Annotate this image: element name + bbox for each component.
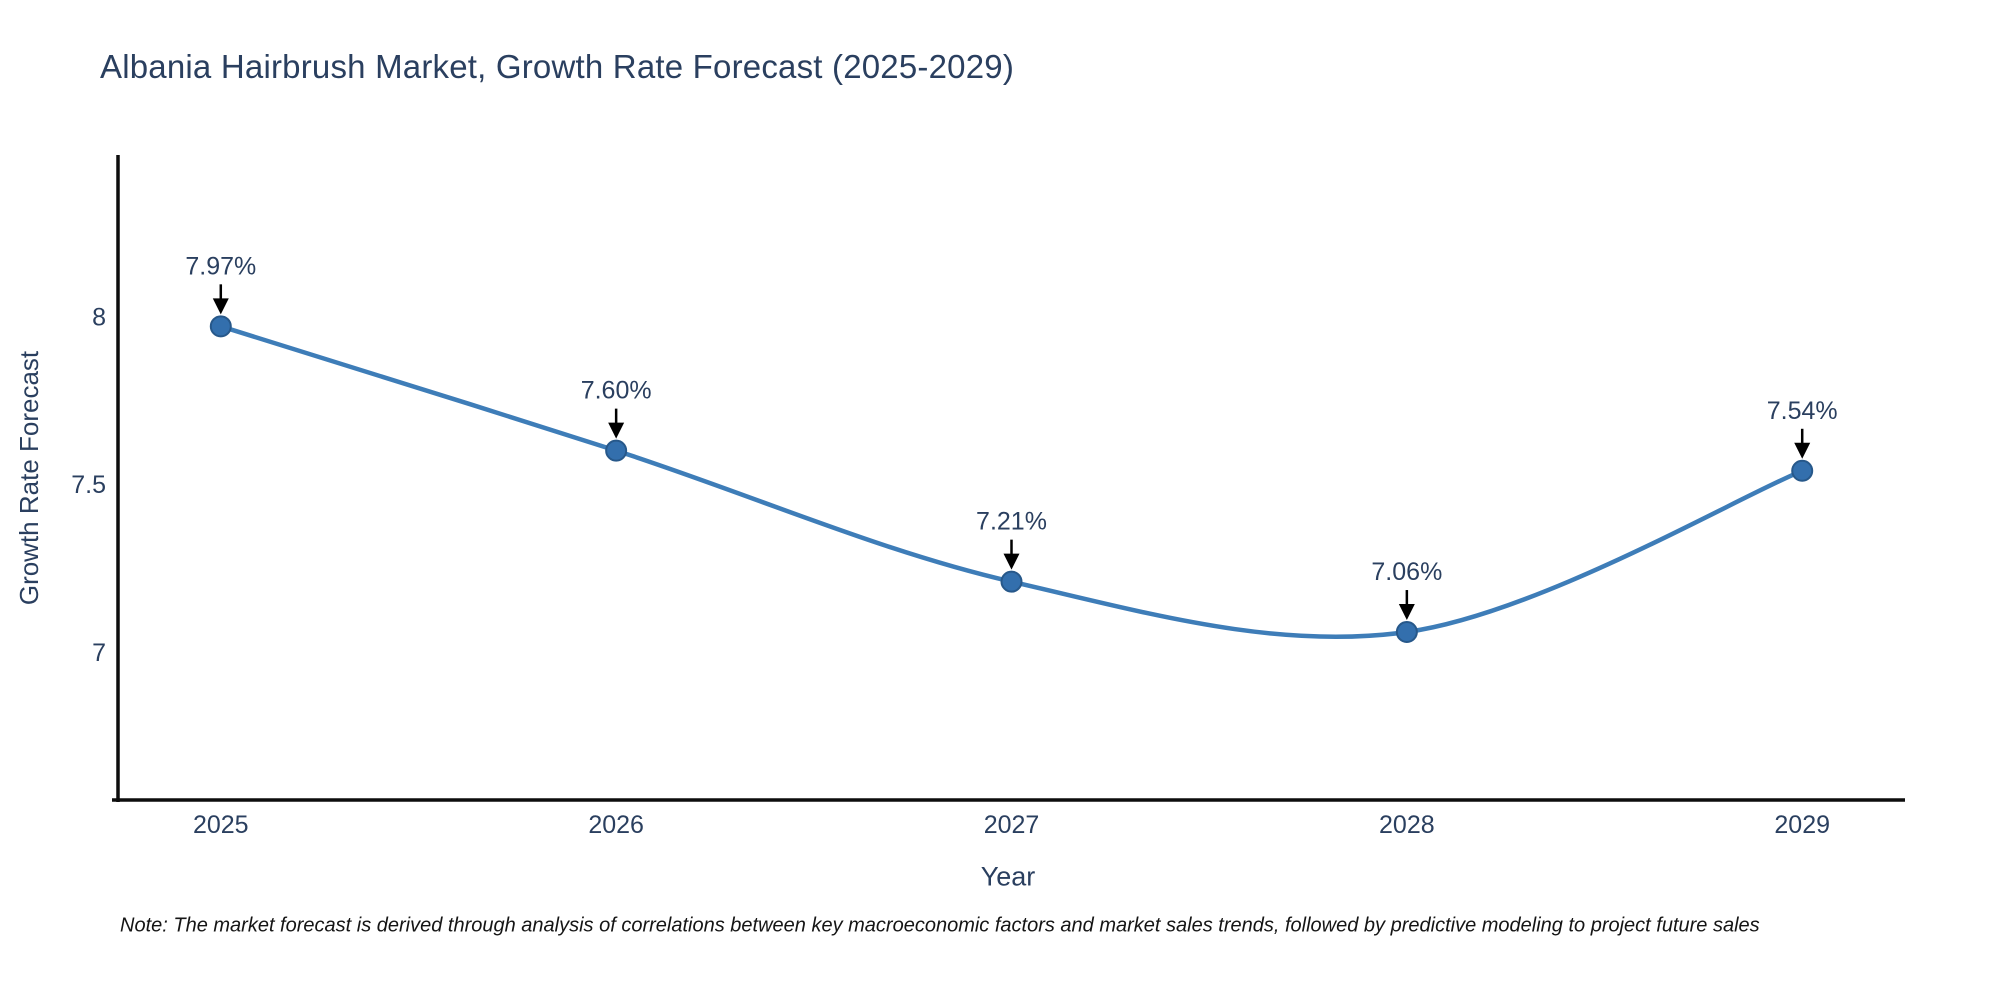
- data-point-marker[interactable]: [1000, 570, 1023, 593]
- data-point-marker[interactable]: [1791, 459, 1814, 482]
- chart-title: Albania Hairbrush Market, Growth Rate Fo…: [100, 48, 1015, 85]
- footnote: Note: The market forecast is derived thr…: [120, 914, 1760, 937]
- x-tick-label: 2029: [1774, 811, 1830, 839]
- y-tick-label: 7.5: [71, 471, 106, 499]
- annotation-arrowhead-icon: [212, 298, 229, 315]
- annotation-arrowhead-icon: [1003, 553, 1020, 570]
- data-point-label: 7.06%: [1371, 558, 1442, 586]
- data-point-marker[interactable]: [605, 439, 628, 462]
- annotation-arrowhead-icon: [1794, 442, 1811, 459]
- data-point-label: 7.60%: [581, 377, 652, 405]
- x-tick-label: 2027: [984, 811, 1040, 839]
- annotation-arrowhead-icon: [608, 422, 625, 439]
- data-point-label: 7.54%: [1767, 397, 1838, 425]
- data-point-label: 7.97%: [185, 252, 256, 280]
- x-tick-label: 2028: [1379, 811, 1435, 839]
- data-point-marker[interactable]: [209, 315, 232, 338]
- x-tick-label: 2025: [193, 811, 249, 839]
- y-tick-label: 7: [92, 639, 106, 667]
- y-tick-label: 8: [92, 303, 106, 331]
- data-point-label: 7.21%: [976, 508, 1047, 536]
- data-point-marker[interactable]: [1395, 621, 1418, 644]
- annotation-arrowhead-icon: [1398, 604, 1415, 621]
- x-axis-title: Year: [980, 861, 1036, 892]
- x-tick-label: 2026: [588, 811, 644, 839]
